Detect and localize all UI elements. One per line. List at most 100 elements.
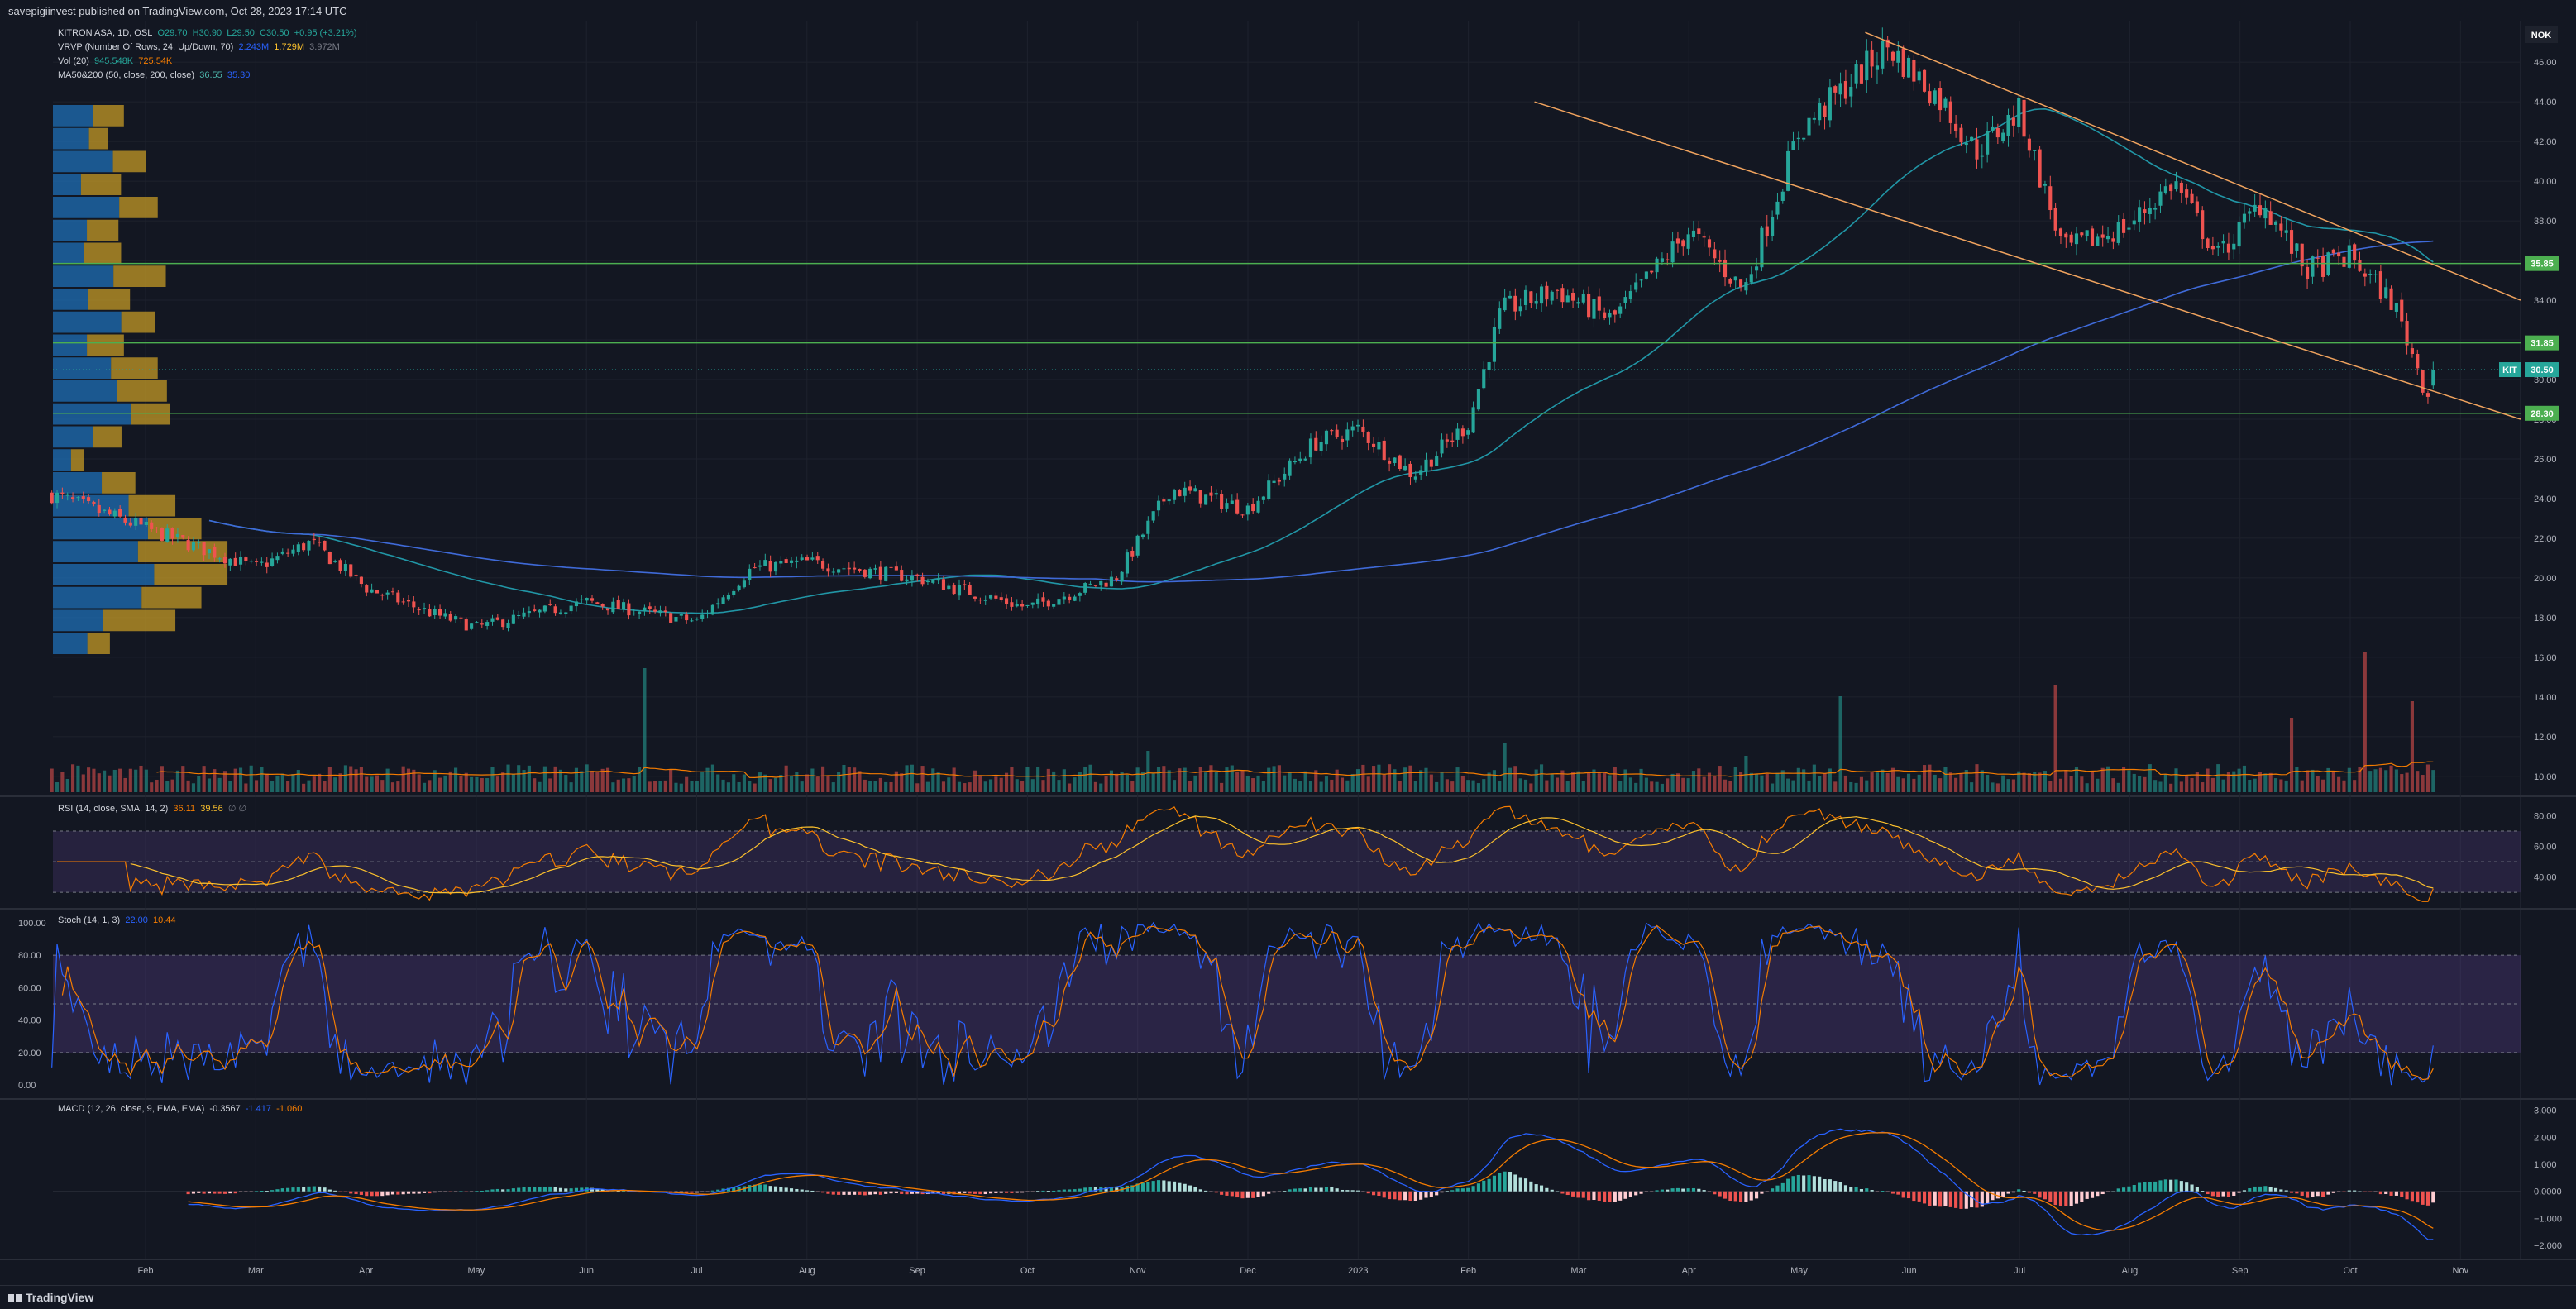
vp-up-bar (53, 289, 88, 310)
vp-down-bar (131, 403, 170, 425)
macd-hist-bar (191, 1191, 196, 1194)
rsi-extra: ∅ ∅ (227, 804, 247, 814)
candle-body (988, 595, 993, 599)
volume-bar (1288, 772, 1292, 792)
volume-bar (2127, 770, 2131, 792)
volume-bar (2421, 775, 2425, 792)
volume-bar (323, 781, 327, 792)
candle-body (422, 608, 427, 610)
volume-bar (721, 779, 725, 792)
candle-body (721, 597, 725, 604)
volume-bar (2027, 773, 2031, 792)
candle-body (1214, 493, 1218, 495)
legend-high: H30.90 (192, 28, 222, 38)
candle-body (1875, 65, 1880, 70)
macd-hist-bar (1293, 1188, 1297, 1192)
volume-bar (475, 776, 479, 792)
vp-up-bar (53, 609, 103, 632)
macd-hist-bar (1545, 1187, 1549, 1192)
candle-body (1115, 578, 1119, 580)
candle-body (1135, 535, 1140, 556)
volume-bar (1314, 770, 1318, 792)
price-tick-label: 20.00 (2534, 574, 2557, 584)
candle-body (265, 562, 269, 567)
macd-hist-bar (1791, 1176, 1795, 1192)
candle-body (1476, 389, 1480, 410)
volume-bar (1324, 776, 1329, 792)
macd-hist-bar (978, 1191, 982, 1195)
price-tick-label: 12.00 (2534, 733, 2557, 743)
volume-bar (2033, 772, 2037, 792)
candle-body (1235, 499, 1240, 514)
candle-body (1560, 288, 1565, 303)
volume-bar (270, 781, 275, 792)
macd-hist-bar (690, 1191, 694, 1193)
candle-body (638, 611, 642, 614)
volume-bar (2048, 781, 2053, 792)
macd-hist-bar (1093, 1187, 1097, 1192)
candle-body (1828, 87, 1832, 121)
candle-body (758, 565, 762, 567)
footer-bar: TradingView (0, 1285, 2576, 1309)
volume-bar (1881, 769, 1885, 792)
volume-bar (217, 777, 222, 792)
macd-hist-bar (1655, 1190, 1659, 1192)
macd-hist-bar (1460, 1188, 1465, 1192)
candle-body (1293, 461, 1297, 463)
macd-hist-bar (2017, 1189, 2021, 1192)
candle-body (1917, 71, 1921, 81)
volume-bar (1603, 772, 1607, 792)
volume-bar (1555, 777, 1560, 792)
macd-hist-bar (1314, 1187, 1318, 1192)
candle-body (2410, 348, 2414, 355)
volume-bar (260, 767, 264, 792)
volume-bar (437, 777, 442, 792)
candle-body (1854, 64, 1858, 84)
macd-hist-bar (853, 1191, 857, 1195)
vrvp-down: 1.729M (274, 42, 304, 52)
candle-body (1198, 490, 1202, 504)
tradingview-logo[interactable]: TradingView (8, 1291, 93, 1304)
macd-hist-bar (1052, 1190, 1056, 1192)
candle-body (805, 557, 810, 561)
candle-body (1623, 297, 1627, 303)
volume-bar (1608, 775, 1612, 792)
macd-hist-bar (396, 1191, 400, 1195)
volume-bar (915, 783, 920, 792)
candle-body (1419, 470, 1423, 475)
volume-bar (831, 782, 835, 792)
candle-body (1005, 598, 1009, 604)
stoch-d-value: 10.44 (153, 915, 176, 925)
volume-bar (1146, 751, 1150, 792)
volume-bar (2226, 772, 2230, 792)
time-tick-label: Aug (2122, 1266, 2139, 1276)
macd-hist-bar (2242, 1190, 2247, 1192)
candle-body (390, 591, 395, 593)
candle-body (853, 567, 857, 570)
macd-hist-bar (2263, 1186, 2268, 1192)
price-tick-label: 38.00 (2534, 217, 2557, 227)
candle-body (1838, 83, 1842, 95)
candle-body (1576, 302, 1580, 304)
vp-down-bar (141, 586, 202, 609)
macd-hist-bar (1675, 1187, 1680, 1192)
macd-hist-bar (1220, 1191, 1224, 1195)
macd-hist-bar (726, 1187, 730, 1192)
candle-body (1482, 369, 1486, 389)
candle-body (1529, 291, 1533, 303)
ma-name: MA50&200 (50, close, 200, close) (58, 70, 195, 80)
volume-bar (2138, 776, 2142, 792)
vp-down-bar (88, 127, 108, 150)
volume-bar (2384, 770, 2388, 792)
vrvp-name: VRVP (Number Of Rows, 24, Up/Down, 70) (58, 42, 234, 52)
macd-hist-bar (275, 1189, 280, 1192)
candle-body (1245, 505, 1250, 515)
macd-hist-bar (354, 1191, 358, 1194)
macd-hist-bar (2258, 1186, 2263, 1192)
chart-canvas[interactable]: Feb Mar Apr May Jun Jul Aug Sep Oct Nov Dec 2023 Feb… (0, 21, 2576, 1285)
vp-down-bar (93, 105, 124, 127)
candle-body (726, 595, 730, 600)
candle-body (81, 496, 85, 499)
volume-bar (1403, 767, 1407, 792)
candle-body (323, 540, 327, 551)
